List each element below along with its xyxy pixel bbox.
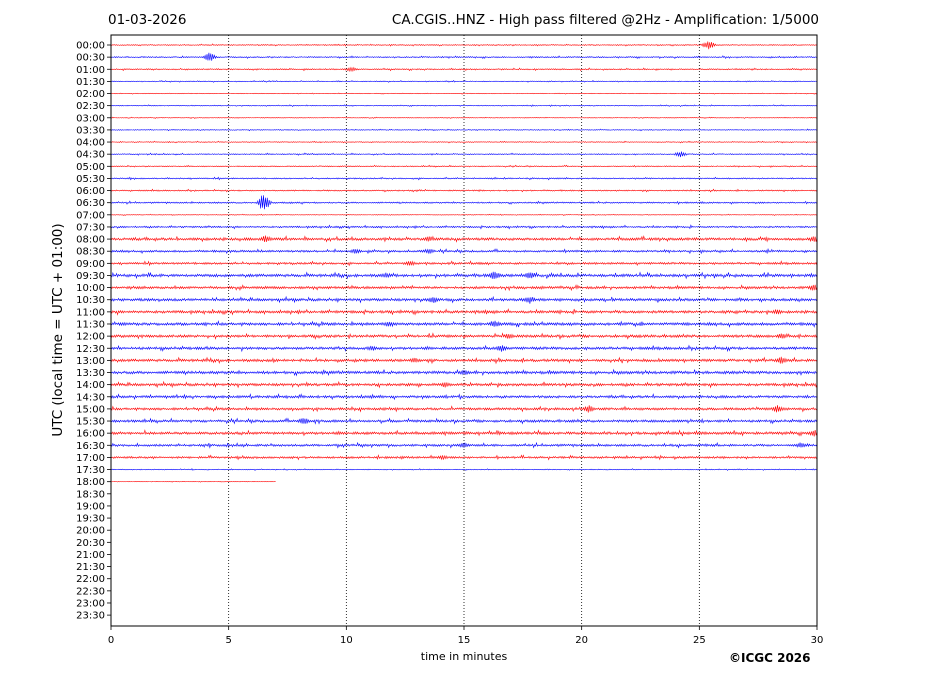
- y-tick-label: 11:00: [76, 307, 105, 318]
- y-tick-label: 15:30: [76, 417, 105, 428]
- trace-0330: [110, 128, 818, 132]
- trace-0100: [110, 66, 818, 73]
- trace-0530: [110, 176, 818, 181]
- y-tick-label: 00:30: [76, 53, 105, 64]
- y-tick-label: 15:00: [76, 404, 105, 415]
- y-tick-label: 23:00: [76, 598, 105, 609]
- x-axis: 0 5 10 15 20 25 30: [108, 626, 824, 646]
- x-tick-label: 10: [340, 635, 353, 646]
- trace-0230: [110, 104, 818, 108]
- y-tick-label: 06:30: [76, 198, 105, 209]
- trace-1230: [110, 344, 818, 353]
- trace-0300: [110, 116, 818, 119]
- trace-0900: [110, 260, 818, 267]
- x-tick-label: 5: [225, 635, 231, 646]
- y-tick-label: 17:30: [76, 465, 105, 476]
- y-tick-label: 00:00: [76, 41, 105, 52]
- trace-1130: [110, 320, 818, 328]
- trace-0400: [110, 140, 818, 144]
- trace-1300: [110, 356, 818, 365]
- y-tick-label: 08:30: [76, 247, 105, 258]
- trace-0930: [110, 271, 818, 280]
- trace-0000: [110, 41, 818, 50]
- copyright-credit: ©ICGC 2026: [729, 651, 811, 665]
- trace-0130: [110, 80, 818, 83]
- y-tick-label: 22:30: [76, 586, 105, 597]
- y-tick-label: 02:30: [76, 101, 105, 112]
- y-tick-label: 22:00: [76, 574, 105, 585]
- trace-1400: [110, 380, 818, 389]
- y-tick-label: 03:00: [76, 113, 105, 124]
- x-tick-label: 30: [811, 635, 824, 646]
- y-tick-label: 09:30: [76, 271, 105, 282]
- y-tick-label: 01:00: [76, 65, 105, 76]
- trace-1730: [110, 468, 818, 471]
- trace-1800: [110, 480, 276, 483]
- y-tick-label: 19:00: [76, 501, 105, 512]
- trace-0200: [110, 92, 818, 95]
- y-tick-label: 06:00: [76, 186, 105, 197]
- y-tick-label: 02:00: [76, 89, 105, 100]
- y-tick-label: 14:30: [76, 392, 105, 403]
- grid-layer: [228, 35, 700, 626]
- y-tick-label: 23:30: [76, 611, 105, 622]
- y-tick-label: 04:30: [76, 150, 105, 161]
- y-tick-label: 20:00: [76, 526, 105, 537]
- trace-1030: [110, 295, 818, 304]
- y-tick-label: 07:30: [76, 222, 105, 233]
- y-tick-label: 18:30: [76, 489, 105, 500]
- trace-1500: [110, 405, 818, 413]
- y-axis: 00:0000:3001:0001:3002:0002:3003:0003:30…: [76, 41, 111, 622]
- trace-1600: [110, 429, 818, 437]
- x-axis-label: time in minutes: [420, 650, 508, 663]
- y-tick-label: 09:00: [76, 259, 105, 270]
- y-tick-label: 05:30: [76, 174, 105, 185]
- y-tick-label: 12:00: [76, 332, 105, 343]
- trace-0730: [110, 224, 818, 230]
- y-tick-label: 19:30: [76, 514, 105, 525]
- y-tick-label: 04:00: [76, 138, 105, 149]
- y-tick-label: 12:30: [76, 344, 105, 355]
- x-tick-label: 25: [693, 635, 706, 646]
- trace-1100: [110, 308, 818, 316]
- y-tick-label: 20:30: [76, 538, 105, 549]
- y-tick-label: 21:30: [76, 562, 105, 573]
- x-tick-label: 20: [575, 635, 588, 646]
- y-tick-label: 21:00: [76, 550, 105, 561]
- y-tick-label: 17:00: [76, 453, 105, 464]
- y-tick-label: 16:30: [76, 441, 105, 452]
- y-tick-label: 07:00: [76, 210, 105, 221]
- y-tick-label: 01:30: [76, 77, 105, 88]
- plot-frame: [110, 34, 818, 627]
- trace-1000: [110, 284, 818, 292]
- x-tick-label: 15: [458, 635, 471, 646]
- y-tick-label: 08:00: [76, 235, 105, 246]
- trace-0430: [110, 151, 818, 158]
- y-tick-label: 13:30: [76, 368, 105, 379]
- chart-title: CA.CGIS..HNZ - High pass filtered @2Hz -…: [391, 12, 819, 28]
- date-label: 01-03-2026: [108, 12, 187, 28]
- y-tick-label: 14:00: [76, 380, 105, 391]
- y-tick-label: 13:00: [76, 356, 105, 367]
- y-tick-label: 16:00: [76, 429, 105, 440]
- y-tick-label: 11:30: [76, 319, 105, 330]
- y-tick-label: 10:30: [76, 295, 105, 306]
- y-tick-label: 10:00: [76, 283, 105, 294]
- x-tick-label: 0: [108, 635, 114, 646]
- y-axis-label: UTC (local time = UTC + 01:00): [50, 223, 66, 437]
- y-tick-label: 18:00: [76, 477, 105, 488]
- y-tick-label: 05:00: [76, 162, 105, 173]
- y-tick-label: 03:30: [76, 125, 105, 136]
- trace-0500: [110, 164, 818, 168]
- trace-0030: [110, 52, 818, 61]
